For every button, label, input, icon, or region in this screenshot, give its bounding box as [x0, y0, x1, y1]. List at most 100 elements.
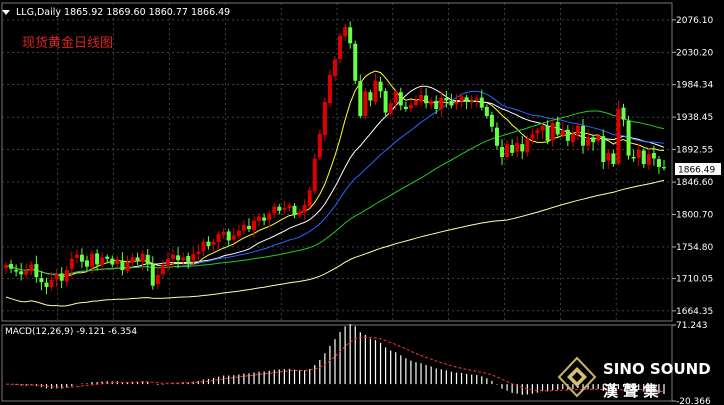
candle-body — [171, 254, 176, 260]
candle — [646, 148, 651, 170]
ma-line-green — [5, 110, 665, 276]
candle-body — [267, 213, 272, 220]
candle — [211, 238, 216, 252]
candle — [49, 271, 54, 291]
y-tick-label: 1710.05 — [676, 275, 713, 285]
candle-body — [176, 255, 181, 261]
candle-body — [489, 114, 494, 127]
candle-body — [393, 91, 398, 103]
candle-body — [383, 91, 388, 113]
candle-body — [64, 270, 69, 282]
candle — [378, 76, 383, 98]
candle-body — [272, 206, 277, 214]
candle — [353, 40, 358, 84]
candle-body — [520, 144, 525, 152]
candle-body — [555, 121, 560, 135]
candle — [368, 89, 373, 107]
candle — [464, 94, 469, 110]
candle-body — [500, 147, 505, 158]
candle-body — [257, 216, 262, 222]
candle — [631, 149, 636, 162]
triangle-down-icon[interactable] — [2, 10, 10, 15]
candle — [606, 148, 611, 169]
candle — [307, 186, 312, 209]
candle — [110, 255, 115, 268]
candle — [201, 237, 206, 256]
candle-body — [378, 81, 383, 92]
candle-body — [110, 258, 115, 265]
candle — [140, 250, 145, 271]
candle-body — [651, 152, 656, 159]
candle — [575, 122, 580, 141]
candle — [74, 248, 79, 263]
candle-body — [616, 109, 621, 164]
candle — [489, 111, 494, 132]
candle-body — [211, 241, 216, 245]
candle — [282, 200, 287, 214]
candle-body — [586, 137, 591, 146]
candle — [439, 90, 444, 118]
candle — [535, 127, 540, 141]
candle — [348, 21, 353, 49]
candle — [241, 220, 246, 235]
candle-body — [49, 280, 54, 287]
ma-line-blue — [5, 90, 665, 276]
candle-body — [277, 206, 282, 211]
candle — [505, 140, 510, 160]
price-axis: 2076.10 2030.20 1984.34 1938.45 1892.55 1846.… — [672, 16, 713, 317]
y-tick-label: 1892.55 — [676, 146, 713, 156]
candle — [14, 264, 19, 277]
candle-body — [90, 253, 95, 267]
candle — [59, 267, 64, 289]
candle — [39, 270, 44, 291]
candle-body — [246, 225, 251, 230]
candle-body — [262, 217, 267, 221]
candle-body — [449, 100, 454, 106]
candle-body — [474, 98, 479, 100]
candle-body — [525, 138, 530, 153]
candle-body — [429, 100, 434, 105]
candle — [398, 87, 403, 111]
candle — [317, 129, 322, 161]
candle-body — [358, 81, 363, 117]
candle-body — [626, 120, 631, 156]
candle-body — [196, 251, 201, 254]
candle — [363, 88, 368, 120]
candle — [262, 213, 267, 226]
symbol-line: LLG,Daily 1865.92 1869.60 1860.77 1866.4… — [16, 7, 230, 18]
candle-body — [125, 262, 130, 272]
diamond-logo-icon — [557, 356, 597, 398]
candle — [221, 227, 226, 239]
candle — [277, 204, 282, 215]
candle-body — [252, 220, 257, 231]
candle-body — [581, 125, 586, 146]
candle-body — [297, 211, 302, 216]
y-tick-label: 1984.34 — [676, 81, 713, 91]
candle — [115, 255, 120, 269]
macd-y-tick-label: 71.243 — [676, 321, 708, 331]
candle — [343, 23, 348, 41]
candle — [383, 88, 388, 116]
candle — [322, 97, 327, 142]
candle — [302, 199, 307, 220]
brand-name: SINO SOUND — [603, 360, 711, 378]
candle — [84, 255, 89, 271]
candle-body — [84, 260, 89, 267]
candle-body — [510, 145, 515, 153]
current-price-box — [675, 163, 721, 175]
candle-body — [636, 149, 641, 158]
candle — [135, 252, 140, 266]
candle-body — [317, 133, 322, 158]
brand-subtitle: 漢 聲 集 — [603, 382, 659, 400]
candle — [100, 252, 105, 272]
candle-body — [287, 205, 292, 209]
candle-body — [656, 159, 661, 167]
candle-body — [479, 97, 484, 108]
candle-body — [333, 59, 337, 77]
candle-body — [312, 158, 317, 192]
candle — [636, 142, 641, 166]
y-tick-label: 1846.60 — [676, 178, 713, 188]
candle-body — [307, 190, 312, 207]
candle — [570, 125, 575, 148]
